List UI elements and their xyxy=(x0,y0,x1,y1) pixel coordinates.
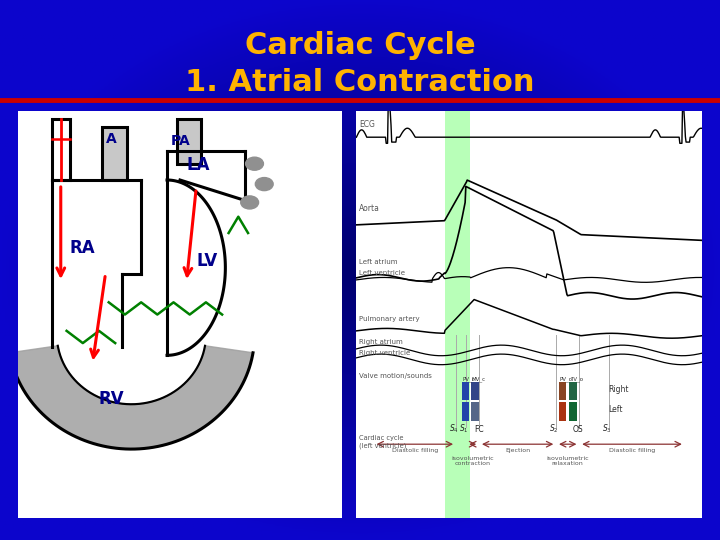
Text: Right ventricle: Right ventricle xyxy=(359,349,410,355)
Text: PV_c: PV_c xyxy=(462,376,475,382)
Text: Left ventricle: Left ventricle xyxy=(359,269,405,275)
Bar xyxy=(569,402,577,421)
Text: ECG: ECG xyxy=(359,120,375,129)
Text: Left atrium: Left atrium xyxy=(359,259,397,265)
Bar xyxy=(102,127,127,180)
Text: Aorta: Aorta xyxy=(359,204,380,213)
Text: Valve motion/sounds: Valve motion/sounds xyxy=(359,373,432,379)
Ellipse shape xyxy=(240,196,258,209)
Text: $S_3$: $S_3$ xyxy=(602,423,612,435)
Bar xyxy=(52,119,70,180)
Text: OS: OS xyxy=(573,425,584,434)
Text: RV: RV xyxy=(99,390,125,408)
Bar xyxy=(177,119,201,164)
Text: Diastolic filling: Diastolic filling xyxy=(392,448,438,454)
Bar xyxy=(569,382,577,400)
Bar xyxy=(559,382,566,400)
Text: Cardiac Cycle: Cardiac Cycle xyxy=(245,31,475,60)
Text: RA: RA xyxy=(70,239,96,258)
Text: LA: LA xyxy=(186,156,210,174)
Ellipse shape xyxy=(256,178,273,191)
Text: Diastolic filling: Diastolic filling xyxy=(609,448,655,454)
Text: isovolumetric
contraction: isovolumetric contraction xyxy=(451,456,494,467)
Bar xyxy=(462,382,469,400)
Bar xyxy=(444,111,470,518)
Text: 1. Atrial Contraction: 1. Atrial Contraction xyxy=(185,68,535,97)
Bar xyxy=(559,402,566,421)
Text: isovolumetric
relaxation: isovolumetric relaxation xyxy=(546,456,589,467)
Text: Cardiac cycle
(left ventricle): Cardiac cycle (left ventricle) xyxy=(359,435,407,449)
Text: $S_4$: $S_4$ xyxy=(449,423,459,435)
Text: LV: LV xyxy=(196,252,217,269)
Text: A: A xyxy=(106,132,117,146)
Text: PV_o: PV_o xyxy=(559,376,572,382)
Text: $S_2$: $S_2$ xyxy=(549,423,559,435)
Text: TV_o: TV_o xyxy=(570,376,582,382)
Text: MV_c: MV_c xyxy=(472,376,485,382)
Ellipse shape xyxy=(246,157,264,170)
Text: $S_1$: $S_1$ xyxy=(459,423,469,435)
Text: Left: Left xyxy=(608,406,624,414)
Bar xyxy=(471,382,479,400)
Text: Ejection: Ejection xyxy=(505,448,530,454)
Text: FC: FC xyxy=(474,425,484,434)
Text: PA: PA xyxy=(171,134,191,149)
Polygon shape xyxy=(10,346,253,449)
Bar xyxy=(471,402,479,421)
Text: Right atrium: Right atrium xyxy=(359,339,403,345)
Bar xyxy=(462,402,469,421)
Text: Right: Right xyxy=(608,385,629,394)
Text: Pulmonary artery: Pulmonary artery xyxy=(359,316,420,322)
